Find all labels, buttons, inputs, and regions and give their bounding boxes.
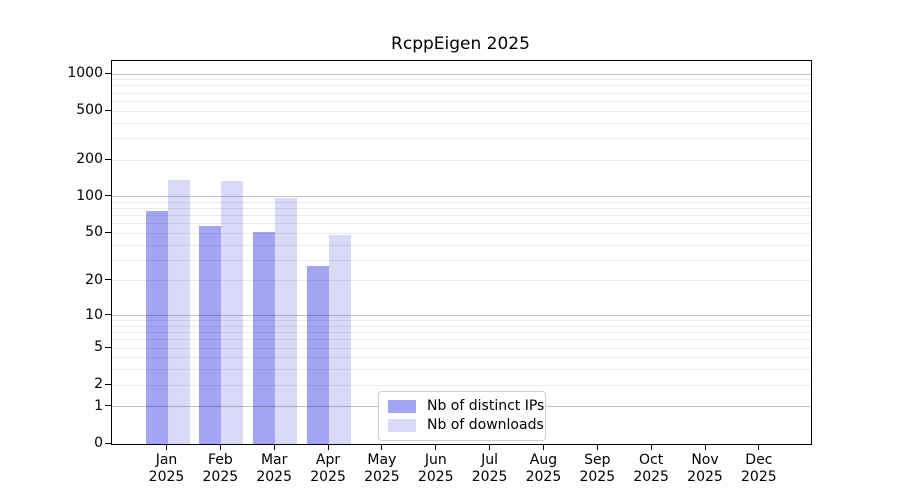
y-axis-tick bbox=[105, 314, 111, 316]
legend-label-downloads: Nb of downloads bbox=[427, 417, 544, 433]
x-axis-tick bbox=[542, 444, 544, 450]
x-axis-tick-label: Oct 2025 bbox=[633, 452, 669, 485]
y-axis-tick-label: 50 bbox=[85, 224, 103, 241]
x-axis-tick-label: May 2025 bbox=[364, 452, 400, 485]
y-axis-tick bbox=[105, 158, 111, 160]
y-axis-tick bbox=[105, 405, 111, 407]
y-axis-tick bbox=[105, 72, 111, 74]
bar-distinct-ips-jan bbox=[145, 210, 168, 444]
bar-distinct-ips-mar bbox=[253, 232, 276, 444]
x-axis-tick bbox=[489, 444, 491, 450]
x-axis-tick-label: Jun 2025 bbox=[417, 452, 454, 485]
y-axis-tick-label: 1 bbox=[94, 397, 103, 414]
y-axis-tick bbox=[105, 109, 111, 111]
y-axis-tick-label: 0 bbox=[94, 435, 103, 451]
x-axis-tick bbox=[596, 444, 598, 450]
bar-distinct-ips-apr bbox=[307, 265, 330, 444]
x-axis-tick bbox=[704, 444, 706, 450]
bar-downloads-feb bbox=[221, 180, 244, 444]
legend: Nb of distinct IPs Nb of downloads bbox=[378, 391, 546, 441]
legend-label-distinct-ips: Nb of distinct IPs bbox=[427, 398, 545, 414]
x-axis-tick-label: Sep 2025 bbox=[579, 452, 616, 485]
y-axis-tick-label: 10 bbox=[85, 306, 103, 323]
y-axis-tick bbox=[105, 231, 111, 233]
y-axis-tick-label: 5 bbox=[94, 339, 103, 356]
x-axis-tick bbox=[650, 444, 652, 450]
bar-downloads-jan bbox=[167, 180, 190, 444]
y-axis-tick-label: 200 bbox=[76, 151, 103, 167]
x-axis-tick-label: Jul 2025 bbox=[471, 452, 508, 485]
y-axis-tick bbox=[105, 383, 111, 385]
x-axis-tick-label: Dec 2025 bbox=[741, 452, 777, 485]
y-axis-tick bbox=[105, 346, 111, 348]
x-axis-tick-label: Nov 2025 bbox=[687, 452, 723, 485]
y-axis-tick bbox=[105, 442, 111, 444]
y-axis-tick-label: 2 bbox=[94, 376, 103, 393]
x-axis-tick-label: Aug 2025 bbox=[525, 452, 562, 485]
x-axis-tick-label: Mar 2025 bbox=[256, 452, 292, 485]
x-axis-tick bbox=[435, 444, 437, 450]
bar-distinct-ips-feb bbox=[199, 225, 222, 444]
x-axis-tick bbox=[381, 444, 383, 450]
y-axis-tick-label: 1000 bbox=[67, 65, 103, 82]
y-axis-tick bbox=[105, 195, 111, 197]
bars-layer bbox=[112, 61, 811, 444]
bar-downloads-mar bbox=[275, 198, 298, 444]
x-axis-tick bbox=[219, 444, 221, 450]
bar-downloads-apr bbox=[329, 234, 352, 444]
y-axis-tick-label: 500 bbox=[76, 102, 103, 119]
x-axis-tick bbox=[327, 444, 329, 450]
legend-item-downloads: Nb of downloads bbox=[388, 416, 544, 434]
legend-swatch-downloads bbox=[388, 418, 416, 432]
x-axis-tick bbox=[273, 444, 275, 450]
x-axis-tick-label: Apr 2025 bbox=[310, 452, 346, 485]
y-axis-tick bbox=[105, 279, 111, 281]
y-axis-tick-label: 20 bbox=[85, 271, 103, 288]
plot-area bbox=[111, 60, 812, 445]
x-axis-tick-label: Feb 2025 bbox=[202, 452, 239, 485]
y-axis-tick-label: 100 bbox=[76, 187, 103, 204]
x-axis-tick bbox=[166, 444, 167, 450]
x-axis-tick-label: Jan 2025 bbox=[148, 452, 185, 485]
legend-item-distinct-ips: Nb of distinct IPs bbox=[388, 397, 544, 415]
legend-swatch-distinct-ips bbox=[388, 399, 416, 413]
chart-title: RcppEigen 2025 bbox=[391, 34, 530, 54]
x-axis-tick bbox=[758, 444, 760, 450]
